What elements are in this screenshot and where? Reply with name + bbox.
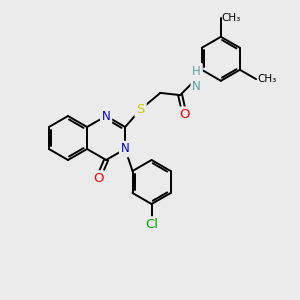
Text: CH₃: CH₃ [257, 74, 276, 84]
Text: H
N: H N [192, 64, 201, 93]
Text: Cl: Cl [145, 218, 158, 231]
Text: CH₃: CH₃ [222, 13, 241, 23]
Text: S: S [136, 103, 145, 116]
Text: O: O [179, 108, 190, 122]
Text: N: N [102, 110, 110, 122]
Text: O: O [93, 172, 104, 185]
Text: N: N [121, 142, 130, 155]
